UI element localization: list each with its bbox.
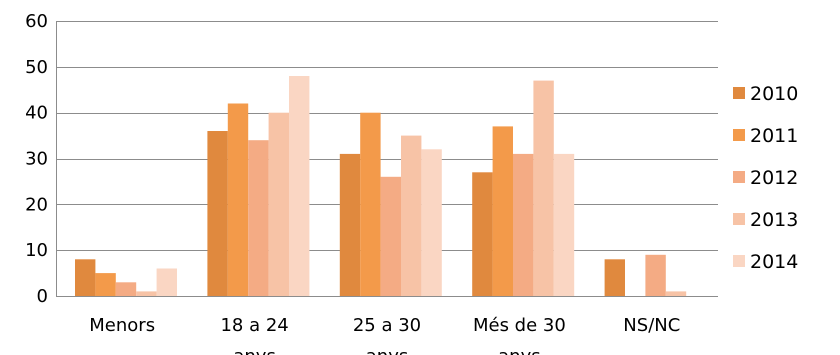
legend-swatch-2012: [733, 171, 745, 183]
y-tick-label: 10: [25, 240, 48, 261]
legend-label-2013: 2013: [750, 209, 798, 231]
bar-2011-2: [360, 112, 381, 296]
y-tick-label: 20: [25, 194, 48, 215]
bar-2012-1: [248, 140, 269, 296]
y-tick-label: 40: [25, 103, 48, 124]
legend-label-2010: 2010: [750, 83, 798, 105]
bar-2010-2: [339, 153, 361, 296]
x-tick-label: NS/NC: [623, 315, 680, 336]
bar-2011-0: [95, 273, 116, 296]
y-axis: 0 10 20 30 40 50 60: [25, 11, 57, 307]
y-tick-label: 30: [25, 149, 48, 170]
legend-label-2012: 2012: [750, 167, 798, 189]
bar-2012-0: [115, 282, 137, 297]
bar-2013-1: [268, 112, 289, 296]
legend-label-2014: 2014: [750, 251, 798, 273]
bar-2012-3: [513, 153, 534, 296]
bar-2012-2: [380, 176, 401, 296]
bar-2013-3: [533, 80, 554, 296]
x-tick-label: anys: [366, 346, 408, 355]
legend-swatch-2014: [733, 255, 745, 267]
legend-swatch-2013: [733, 213, 745, 225]
legend-swatch-2010: [733, 87, 745, 99]
x-tick-label: anys: [233, 346, 275, 355]
bar-2014-2: [421, 149, 442, 296]
x-tick-label: Més de 30: [473, 315, 566, 336]
x-tick-label: Menors: [89, 315, 155, 336]
legend-swatch-2011: [733, 129, 745, 141]
bar-2010-0: [75, 259, 96, 296]
legend: 2010 2011 2012 2013 2014: [733, 83, 798, 273]
legend-label-2011: 2011: [750, 125, 798, 147]
gridlines: [56, 21, 718, 251]
bar-2010-1: [207, 131, 228, 296]
bar-2013-0: [136, 291, 157, 296]
bar-2010-3: [472, 172, 493, 297]
bar-2011-1: [227, 103, 249, 296]
bar-2013-2: [401, 135, 422, 296]
bar-2010-4: [604, 259, 625, 296]
bar-2012-4: [645, 254, 666, 297]
x-tick-label: 18 a 24: [220, 315, 288, 336]
bar-2011-3: [492, 126, 513, 297]
bar-2014-3: [553, 153, 575, 296]
y-tick-label: 50: [25, 57, 48, 78]
bar-2014-1: [289, 76, 310, 296]
x-tick-label: 25 a 30: [353, 315, 421, 336]
y-tick-label: 60: [25, 11, 48, 32]
x-tick-label: anys: [498, 346, 540, 355]
x-axis: Menors 18 a 24 anys 25 a 30 anys Més de 30 any…: [56, 296, 718, 355]
bars: [75, 76, 687, 297]
y-tick-label: 0: [37, 286, 48, 307]
bar-2014-0: [156, 268, 177, 296]
bar-2013-4: [665, 291, 687, 296]
